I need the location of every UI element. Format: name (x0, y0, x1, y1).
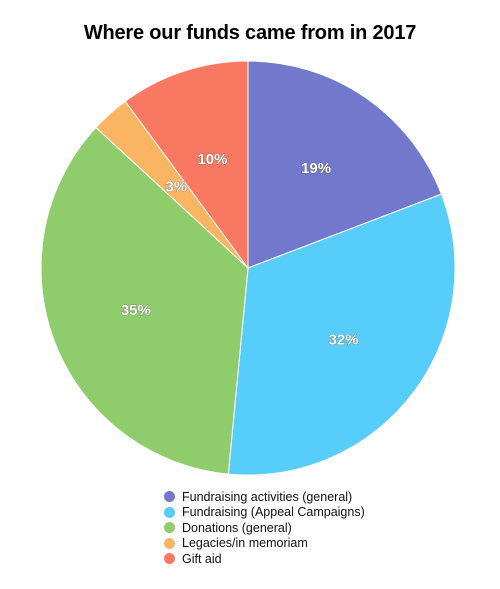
legend-item-1: Fundraising activities (general) (164, 489, 365, 505)
legend-swatch (164, 506, 175, 518)
chart-title: Where our funds came from in 2017 (83, 22, 417, 44)
legend-swatch (164, 522, 175, 534)
legend-item-2: Fundraising (Appeal Campaigns) (164, 505, 365, 521)
legend-label: Donations (general) (182, 520, 292, 535)
legend-item-4: Legacies/in memoriam (164, 536, 365, 552)
pie-slice-1 (247, 60, 443, 269)
pie-slice-2 (227, 193, 456, 476)
legend-label: Fundraising (Appeal Campaigns) (182, 505, 365, 520)
legend-item-3: Donations (general) (164, 520, 365, 536)
pie-chart: 19% 32% 35% 3% 10% (40, 60, 456, 476)
legend: Fundraising activities (general) Fundrais… (164, 489, 365, 567)
legend-label: Fundraising activities (general) (182, 489, 353, 504)
pie-slice-5 (124, 60, 249, 270)
legend-label: Gift aid (182, 551, 222, 566)
slice-label-2: 32% (329, 332, 359, 349)
slice-label-5: 10% (197, 151, 227, 168)
legend-item-5: Gift aid (164, 551, 365, 567)
slice-label-1: 19% (301, 160, 331, 177)
legend-swatch (164, 553, 175, 565)
slice-label-3: 35% (121, 302, 151, 319)
legend-swatch (164, 537, 175, 549)
legend-swatch (164, 491, 175, 503)
legend-label: Legacies/in memoriam (182, 536, 308, 551)
pie-slice-3 (40, 126, 249, 475)
slice-label-4: 3% (165, 179, 187, 196)
